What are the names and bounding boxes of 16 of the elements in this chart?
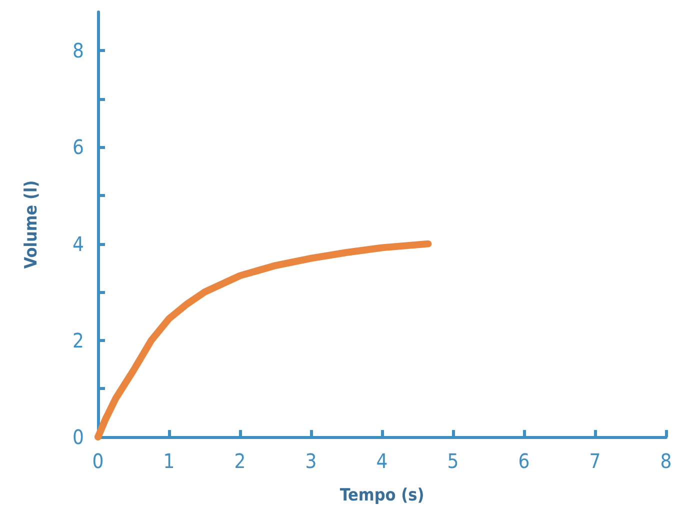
x-tick-label: 2: [234, 449, 246, 473]
x-axis-title: Tempo (s): [340, 486, 424, 506]
x-tick-label: 4: [376, 449, 388, 473]
x-tick-label: 8: [660, 449, 672, 473]
x-tick-label: 6: [518, 449, 530, 473]
y-tick-label: 0: [72, 425, 84, 449]
x-tick-label: 7: [589, 449, 601, 473]
x-tick-label: 1: [163, 449, 175, 473]
x-tick-label: 5: [447, 449, 459, 473]
y-tick-label: 6: [72, 135, 84, 160]
y-axis-title: Volume (l): [22, 180, 42, 269]
x-tick-label: 0: [92, 449, 104, 473]
y-tick-label: 4: [72, 232, 84, 256]
y-tick-label: 2: [72, 328, 84, 352]
y-tick-label: 8: [72, 38, 84, 63]
x-tick-label: 3: [305, 449, 317, 473]
